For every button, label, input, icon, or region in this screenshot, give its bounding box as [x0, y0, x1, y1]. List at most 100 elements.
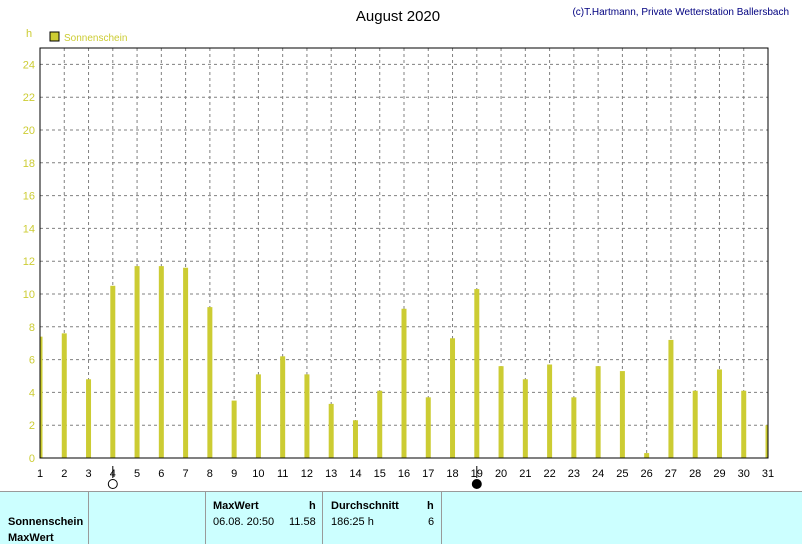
- plot-frame: [39, 47, 769, 459]
- y-tick-label: 2: [29, 420, 35, 432]
- bar-day-4: [110, 285, 116, 458]
- panel-divider: [88, 492, 89, 544]
- bar-day-25: [619, 371, 625, 458]
- x-tick-label: 3: [85, 468, 91, 480]
- x-tick-label: 8: [207, 468, 213, 480]
- x-tick-label: 22: [543, 468, 555, 480]
- y-tick-label: 20: [23, 125, 35, 137]
- y-tick-label: 16: [23, 191, 35, 203]
- grid: [40, 48, 768, 458]
- x-tick-label: 20: [495, 468, 507, 480]
- x-tick-label: 1: [37, 468, 43, 480]
- bar-day-31: [765, 425, 768, 458]
- bar-day-14: [352, 420, 358, 458]
- bar-day-1: [40, 336, 43, 458]
- legend-label: Sonnenschein: [64, 33, 127, 44]
- bar-day-28: [692, 390, 698, 458]
- bar-day-10: [255, 374, 261, 458]
- bar-day-23: [571, 397, 577, 458]
- average-value: 186:25 h: [331, 516, 374, 528]
- x-tick-label: 2: [61, 468, 67, 480]
- x-tick-label: 5: [134, 468, 140, 480]
- statistics-panel: Sonnenschein MaxWert MaxWert h 06.08. 20…: [0, 491, 802, 544]
- y-tick-label: 24: [23, 59, 35, 71]
- maxwert-header: MaxWert: [213, 500, 259, 512]
- bar-day-12: [304, 374, 310, 458]
- x-tick-label: 25: [616, 468, 628, 480]
- bar-day-20: [498, 366, 504, 458]
- x-tick-label: 30: [738, 468, 750, 480]
- x-tick-label: 29: [713, 468, 725, 480]
- x-tick-label: 15: [374, 468, 386, 480]
- y-axis-unit: h: [26, 28, 32, 40]
- y-tick-label: 22: [23, 92, 35, 104]
- x-tick-label: 31: [762, 468, 774, 480]
- moon-phases: [107, 466, 482, 489]
- x-tick-label: 18: [446, 468, 458, 480]
- panel-divider: [205, 492, 206, 544]
- bar-day-17: [425, 397, 431, 458]
- bar-day-7: [183, 267, 189, 458]
- x-tick-label: 6: [158, 468, 164, 480]
- row-label-sonnenschein: Sonnenschein: [8, 516, 84, 528]
- x-tick-label: 10: [252, 468, 264, 480]
- x-tick-label: 16: [398, 468, 410, 480]
- y-tick-label: 14: [23, 223, 35, 235]
- bar-day-29: [716, 369, 722, 458]
- chart-title: August 2020: [356, 8, 440, 25]
- average-value-2: 6: [428, 516, 435, 528]
- average-header: Durchschnitt: [331, 500, 399, 512]
- copyright-note: (c)T.Hartmann, Private Wetterstation Bal…: [572, 7, 789, 18]
- bar-day-3: [86, 379, 92, 458]
- y-tick-label: 0: [29, 453, 35, 465]
- bar-day-24: [595, 366, 601, 458]
- bar-day-5: [134, 266, 140, 458]
- x-tick-label: 11: [277, 468, 288, 480]
- chart: August 2020 (c)T.Hartmann, Private Wette…: [23, 7, 789, 489]
- bar-day-9: [231, 400, 237, 458]
- bar-day-30: [741, 390, 747, 458]
- x-tick-label: 23: [568, 468, 580, 480]
- maxwert-unit: h: [309, 500, 316, 512]
- bar-day-16: [401, 308, 407, 458]
- y-tick-label: 4: [29, 387, 35, 399]
- row-label-maxwert: MaxWert: [8, 532, 54, 544]
- bar-day-8: [207, 307, 213, 458]
- x-tick-label: 13: [325, 468, 337, 480]
- x-tick-label: 9: [231, 468, 237, 480]
- y-tick-label: 8: [29, 322, 35, 334]
- x-tick-labels: 1234567891011121314151617181920212223242…: [37, 468, 774, 480]
- y-tick-label: 12: [23, 256, 35, 268]
- bar-day-13: [328, 403, 334, 458]
- maxwert-value: 11.58: [289, 516, 316, 528]
- bar-day-11: [280, 356, 286, 458]
- bar-day-22: [547, 364, 553, 458]
- panel-divider: [441, 492, 442, 544]
- x-tick-label: 7: [183, 468, 189, 480]
- bars: [40, 266, 768, 458]
- new-moon-icon: [471, 479, 482, 489]
- bar-day-2: [61, 333, 67, 458]
- bar-day-18: [450, 338, 456, 458]
- x-tick-label: 21: [519, 468, 531, 480]
- panel-divider: [322, 492, 323, 544]
- x-tick-label: 12: [301, 468, 313, 480]
- x-tick-label: 26: [641, 468, 653, 480]
- average-unit: h: [427, 500, 434, 512]
- bar-day-27: [668, 339, 674, 458]
- x-tick-label: 17: [422, 468, 434, 480]
- bar-day-26: [644, 453, 650, 458]
- x-tick-label: 14: [349, 468, 361, 480]
- y-tick-label: 6: [29, 355, 35, 367]
- maxwert-datetime: 06.08. 20:50: [213, 516, 275, 528]
- bar-day-6: [158, 266, 164, 458]
- x-tick-label: 24: [592, 468, 604, 480]
- bar-day-19: [474, 289, 480, 458]
- y-tick-label: 10: [23, 289, 35, 301]
- legend-swatch: [49, 31, 60, 42]
- bar-day-15: [377, 390, 383, 458]
- full-moon-icon: [107, 479, 118, 489]
- bar-day-21: [522, 379, 528, 458]
- x-tick-label: 27: [665, 468, 677, 480]
